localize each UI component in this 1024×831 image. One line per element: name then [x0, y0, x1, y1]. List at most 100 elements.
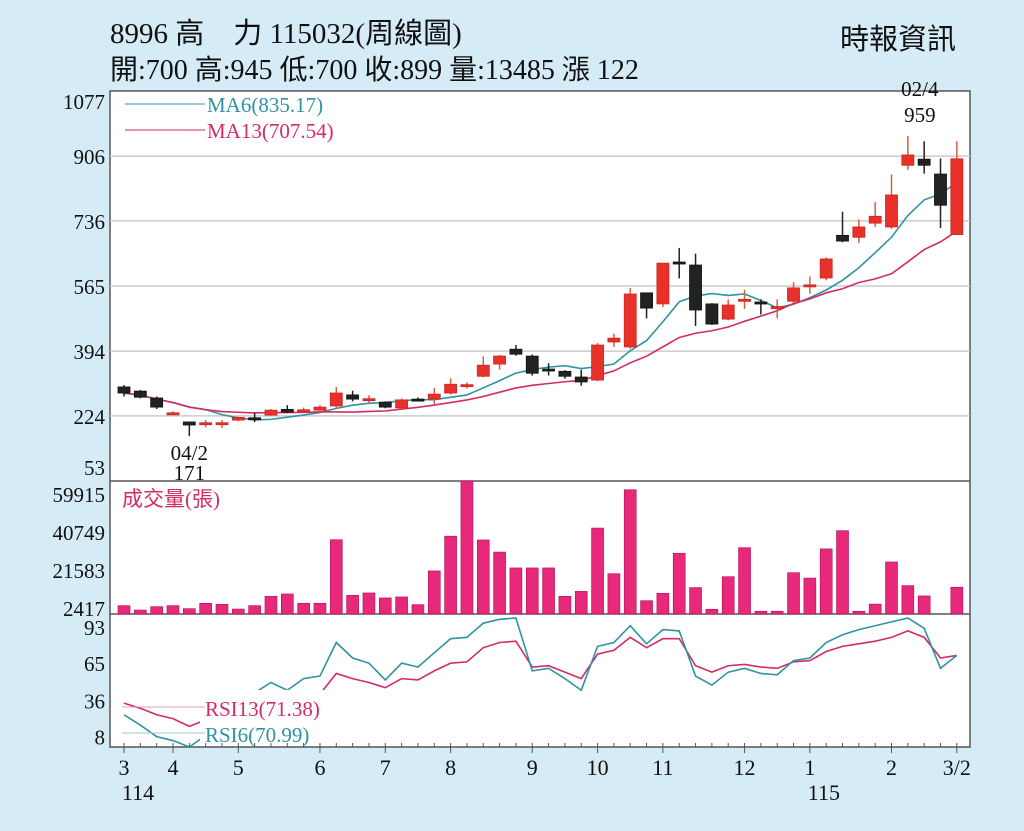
chart-title: 8996 高 力 115032(周線圖)	[110, 18, 462, 50]
volume-bar	[591, 527, 604, 615]
candle-body	[868, 215, 882, 224]
candle	[868, 202, 882, 227]
candle	[917, 141, 931, 174]
candle-body	[901, 154, 915, 166]
candle	[231, 416, 245, 422]
candle-body	[819, 258, 833, 279]
candle	[721, 299, 735, 321]
volume-bar	[362, 592, 376, 615]
volume-bar	[574, 591, 588, 615]
price-tick-label: 906	[74, 145, 106, 169]
volume-bar	[395, 596, 408, 615]
rsi-legend-background	[200, 690, 355, 742]
candle-body	[656, 262, 670, 305]
price-summary: 開:700 高:945 低:700 收:899 量:13485 漲 122	[110, 55, 639, 86]
candle-body	[313, 406, 327, 411]
candle-body	[836, 234, 849, 242]
candle-body	[607, 337, 621, 343]
candle-body	[885, 194, 898, 228]
candle	[297, 407, 311, 413]
candle	[672, 247, 686, 279]
candle-body	[117, 386, 131, 394]
candle-body	[917, 158, 931, 166]
volume-bar	[525, 567, 539, 615]
volume-tick-label: 59915	[53, 483, 106, 507]
candle	[542, 363, 555, 376]
candle	[705, 303, 719, 325]
candle	[885, 174, 898, 229]
candle-body	[444, 383, 458, 394]
candle	[182, 421, 196, 437]
volume-bar	[411, 604, 425, 615]
x-tick-label: 11	[652, 755, 673, 780]
candle	[738, 289, 751, 309]
candle	[574, 369, 588, 386]
x-tick-label: 9	[527, 755, 538, 780]
volume-bar	[738, 547, 751, 615]
candle-body	[346, 394, 360, 400]
ma6-legend-label: MA6(835.17)	[207, 93, 323, 117]
candle-body	[803, 284, 817, 288]
candle	[509, 345, 523, 356]
candle-body	[264, 409, 278, 416]
ma6-line	[123, 181, 958, 421]
volume-bar	[770, 610, 784, 615]
candle	[215, 420, 229, 429]
candle	[607, 333, 621, 347]
volume-bar	[558, 596, 572, 615]
rsi13-legend-label: RSI13(71.38)	[205, 697, 320, 721]
volume-tick-label: 40749	[53, 521, 106, 545]
volume-bar	[166, 605, 180, 615]
volume-bar	[199, 602, 212, 615]
volume-tick-label: 21583	[53, 559, 106, 583]
volume-bar	[705, 608, 719, 615]
candle	[476, 356, 490, 378]
candle-body	[525, 355, 539, 374]
x-tick-label: 12	[734, 755, 756, 780]
volume-bar	[852, 610, 866, 615]
volume-bar	[509, 567, 523, 615]
volume-bar	[623, 489, 637, 615]
price-tick-label: 1077	[63, 90, 105, 114]
x-year-label: 114	[122, 780, 154, 805]
candle-body	[623, 293, 637, 348]
candle-body	[738, 298, 751, 302]
candle-body	[248, 417, 262, 421]
x-year-label: 115	[808, 780, 840, 805]
volume-bar	[754, 610, 768, 615]
candle-body	[591, 344, 604, 381]
candle	[558, 370, 572, 379]
volume-bar	[134, 609, 147, 615]
volume-bar	[656, 593, 670, 615]
rsi6-legend-label: RSI6(70.99)	[205, 723, 309, 747]
volume-bar	[297, 602, 310, 615]
x-tick-label: 4	[167, 755, 178, 780]
volume-bar	[787, 572, 800, 615]
x-tick-label: 3	[119, 755, 130, 780]
volume-bar	[150, 606, 163, 615]
volume-bar	[917, 595, 931, 615]
x-tick-label: 3/2	[943, 755, 971, 780]
low-date-annotation: 04/2	[171, 441, 208, 465]
price-tick-label: 394	[74, 340, 106, 364]
volume-bar	[607, 573, 621, 615]
candle	[329, 386, 343, 408]
candle-body	[558, 370, 572, 377]
volume-bar	[803, 577, 817, 615]
candle	[836, 211, 849, 243]
low-value-annotation: 171	[174, 461, 206, 485]
candle	[656, 262, 670, 307]
candle-body	[934, 173, 947, 206]
price-tick-label: 224	[74, 405, 106, 429]
candle	[493, 354, 506, 370]
source-label: 時報資訊	[840, 24, 957, 56]
candle-body	[395, 399, 409, 409]
candle-body	[411, 398, 425, 402]
candle	[395, 398, 409, 409]
candle	[901, 135, 915, 170]
candle-body	[362, 398, 376, 402]
volume-bar	[689, 587, 702, 615]
volume-bar	[868, 603, 882, 615]
volume-bar	[264, 596, 278, 615]
